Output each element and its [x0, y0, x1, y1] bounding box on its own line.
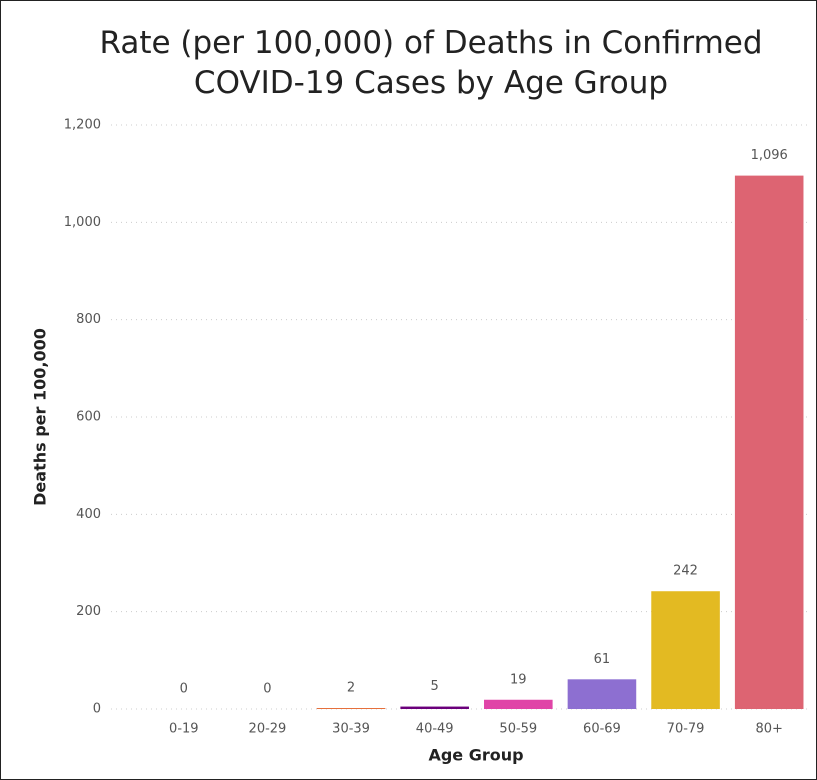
y-tick-label: 800 — [76, 312, 101, 327]
data-label: 1,096 — [751, 148, 788, 163]
x-tick-label: 30-39 — [332, 722, 370, 737]
data-label: 242 — [673, 564, 698, 579]
bar — [316, 708, 386, 709]
bar — [651, 591, 720, 709]
y-tick-label: 0 — [93, 702, 101, 717]
y-tick-label: 200 — [76, 604, 101, 619]
chart-title: Rate (per 100,000) of Deaths in Confirme… — [99, 25, 763, 101]
x-tick-label: 20-29 — [249, 722, 287, 737]
x-tick-label: 40-49 — [416, 722, 454, 737]
y-tick-label: 600 — [76, 410, 101, 425]
data-label: 0 — [263, 682, 271, 697]
x-tick-label: 60-69 — [583, 722, 621, 737]
x-axis-title: Age Group — [428, 746, 523, 765]
bar — [734, 175, 804, 709]
bar — [567, 679, 637, 709]
data-label: 0 — [180, 682, 188, 697]
x-tick-label: 50-59 — [499, 722, 537, 737]
y-tick-label: 1,200 — [64, 118, 101, 133]
x-tick-label: 80+ — [755, 722, 782, 737]
bar — [400, 706, 469, 709]
data-label: 19 — [510, 672, 527, 687]
y-tick-label: 400 — [76, 507, 101, 522]
x-tick-label: 70-79 — [667, 722, 705, 737]
data-label: 61 — [594, 652, 611, 667]
x-tick-label: 0-19 — [169, 722, 199, 737]
y-axis-title: Deaths per 100,000 — [31, 328, 50, 506]
data-label: 5 — [431, 679, 439, 694]
y-tick-label: 1,000 — [64, 215, 101, 230]
data-label: 2 — [347, 681, 355, 696]
bar — [484, 699, 553, 709]
